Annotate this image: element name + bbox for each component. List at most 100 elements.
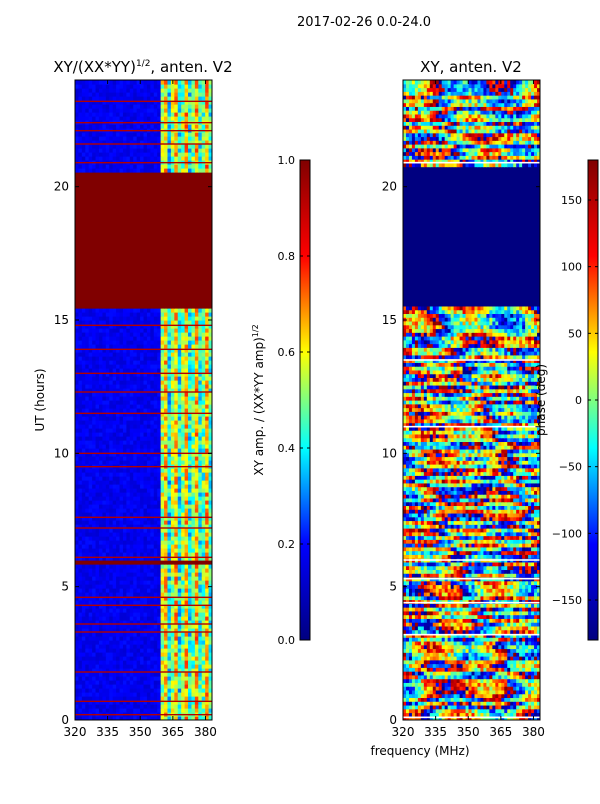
heat-cell bbox=[195, 308, 199, 313]
heat-cell bbox=[157, 352, 161, 357]
heat-cell bbox=[96, 276, 100, 281]
heat-cell bbox=[75, 436, 79, 441]
heat-cell bbox=[171, 640, 175, 645]
heat-cell bbox=[120, 312, 124, 317]
heat-cell bbox=[154, 688, 158, 693]
heat-cell bbox=[137, 280, 141, 285]
heat-cell bbox=[92, 220, 96, 225]
heat-cell bbox=[150, 708, 154, 713]
heat-cell bbox=[85, 704, 89, 709]
heat-cell bbox=[202, 256, 206, 261]
heat-cell bbox=[89, 708, 93, 713]
heat-cell bbox=[198, 444, 202, 449]
heat-cell bbox=[130, 680, 134, 685]
heat-cell bbox=[113, 448, 117, 453]
heat-cell bbox=[140, 416, 144, 421]
heat-cell bbox=[92, 416, 96, 421]
heat-cell bbox=[150, 308, 154, 313]
heat-cell bbox=[130, 308, 134, 313]
heat-cell bbox=[174, 396, 178, 401]
heat-cell bbox=[140, 652, 144, 657]
heat-cell bbox=[167, 248, 171, 253]
heat-cell bbox=[137, 308, 141, 313]
heat-cell bbox=[116, 272, 120, 277]
heat-cell bbox=[85, 332, 89, 337]
heat-cell bbox=[167, 364, 171, 369]
heat-cell bbox=[164, 428, 168, 433]
heat-cell bbox=[92, 312, 96, 317]
heat-cell bbox=[85, 552, 89, 557]
heat-cell bbox=[157, 292, 161, 297]
heat-cell bbox=[140, 688, 144, 693]
heat-cell bbox=[78, 568, 82, 573]
heat-cell bbox=[195, 544, 199, 549]
heat-cell bbox=[116, 288, 120, 293]
heat-cell bbox=[133, 576, 137, 581]
heat-cell bbox=[99, 588, 103, 593]
heat-cell bbox=[202, 272, 206, 277]
heat-cell bbox=[109, 240, 113, 245]
heat-cell bbox=[150, 492, 154, 497]
heat-cell bbox=[78, 684, 82, 689]
heat-cell bbox=[154, 664, 158, 669]
heat-cell bbox=[164, 580, 168, 585]
heat-cell bbox=[113, 548, 117, 553]
heat-cell bbox=[178, 476, 182, 481]
heat-cell bbox=[202, 560, 206, 565]
heat-cell bbox=[137, 312, 141, 317]
heat-cell bbox=[154, 320, 158, 325]
heat-cell bbox=[89, 648, 93, 653]
heat-cell bbox=[75, 268, 79, 273]
heat-cell bbox=[188, 300, 192, 305]
heat-cell bbox=[198, 472, 202, 477]
heat-cell bbox=[191, 520, 195, 525]
heat-cell bbox=[133, 656, 137, 661]
heat-cell bbox=[178, 680, 182, 685]
heat-cell bbox=[92, 600, 96, 605]
heat-cell bbox=[157, 384, 161, 389]
heat-cell bbox=[82, 240, 86, 245]
heat-cell bbox=[116, 380, 120, 385]
heat-cell bbox=[126, 364, 130, 369]
heat-cell bbox=[188, 564, 192, 569]
heat-cell bbox=[116, 684, 120, 689]
heat-cell bbox=[174, 532, 178, 537]
heat-cell bbox=[130, 484, 134, 489]
heat-cell bbox=[109, 608, 113, 613]
heat-cell bbox=[130, 492, 134, 497]
heat-cell bbox=[195, 448, 199, 453]
heat-cell bbox=[116, 616, 120, 621]
heat-cell bbox=[137, 680, 141, 685]
heat-cell bbox=[174, 264, 178, 269]
heat-cell bbox=[167, 424, 171, 429]
heat-cell bbox=[126, 360, 130, 365]
heat-cell bbox=[113, 268, 117, 273]
heat-cell bbox=[174, 520, 178, 525]
heat-cell bbox=[154, 704, 158, 709]
heat-cell bbox=[78, 424, 82, 429]
heat-cell bbox=[178, 400, 182, 405]
heat-cell bbox=[75, 592, 79, 597]
heat-cell bbox=[96, 440, 100, 445]
heat-cell bbox=[150, 304, 154, 309]
heat-cell bbox=[102, 492, 106, 497]
heat-cell bbox=[205, 264, 209, 269]
heat-cell bbox=[75, 420, 79, 425]
heat-cell bbox=[195, 532, 199, 537]
heat-cell bbox=[144, 576, 148, 581]
heat-cell bbox=[85, 692, 89, 697]
heat-cell bbox=[174, 636, 178, 641]
heat-cell bbox=[174, 660, 178, 665]
heat-cell bbox=[181, 220, 185, 225]
heat-cell bbox=[89, 536, 93, 541]
heat-cell bbox=[109, 484, 113, 489]
heat-cell bbox=[195, 364, 199, 369]
heat-cell bbox=[147, 340, 151, 345]
heat-cell bbox=[99, 444, 103, 449]
heat-cell bbox=[181, 544, 185, 549]
heat-cell bbox=[99, 492, 103, 497]
heat-cell bbox=[99, 244, 103, 249]
heat-cell bbox=[78, 656, 82, 661]
heat-cell bbox=[147, 256, 151, 261]
